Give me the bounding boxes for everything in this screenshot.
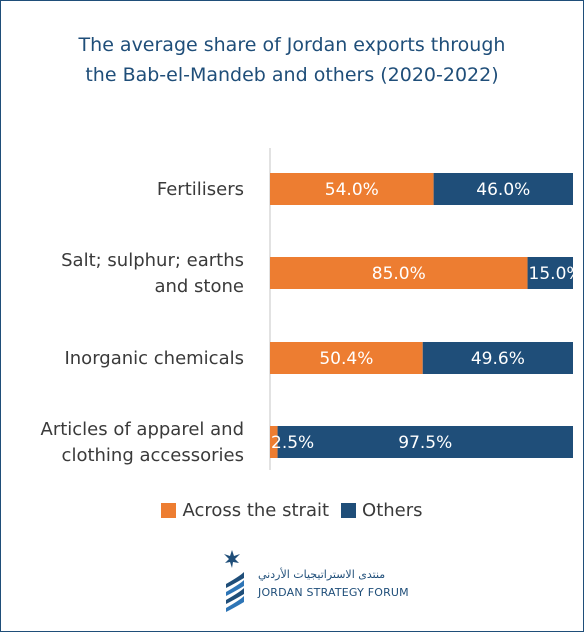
bar-segment	[277, 426, 573, 458]
bar-segment	[270, 173, 434, 205]
jordan-strategy-forum-logo-icon	[224, 550, 244, 612]
category-label: Articles of apparel and clothing accessor…	[41, 419, 245, 466]
bar-segment	[270, 257, 528, 289]
chart-title: The average share of Jordan exports thro…	[0, 30, 584, 90]
category-label: Fertilisers	[157, 179, 244, 200]
logo-english-text: JORDAN STRATEGY FORUM	[258, 586, 409, 599]
category-label: Inorganic chemicals	[64, 348, 244, 369]
bar-segment	[422, 342, 573, 374]
logo-arabic-text: منتدى الاستراتيجيات الأردني	[258, 568, 386, 581]
legend: Across the strait Others	[0, 500, 584, 521]
legend-swatch-strait	[161, 503, 177, 518]
logo: منتدى الاستراتيجيات الأردني JORDAN STRAT…	[222, 548, 422, 618]
data-label: 97.5%	[398, 433, 452, 453]
bar-segment	[270, 342, 423, 374]
data-label: 85.0%	[372, 264, 426, 284]
bar-segment	[527, 257, 573, 289]
bar-segment	[433, 173, 573, 205]
chart-title-line-2: the Bab-el-Mandeb and others (2020-2022)	[85, 64, 499, 86]
legend-label-strait: Across the strait	[182, 500, 330, 521]
data-label: 15.0%	[529, 264, 583, 284]
data-label: 50.4%	[319, 349, 373, 369]
legend-label-others: Others	[362, 500, 423, 521]
legend-swatch-others	[341, 503, 357, 518]
data-label: 46.0%	[476, 180, 530, 200]
data-label: 49.6%	[471, 349, 525, 369]
legend-item-strait: Across the strait	[161, 500, 329, 521]
data-label: 2.5%	[271, 433, 314, 453]
legend-item-others: Others	[341, 500, 423, 521]
bar-segment	[270, 426, 278, 458]
data-label: 54.0%	[325, 180, 379, 200]
category-label: Salt; sulphur; earths and stone	[61, 250, 244, 297]
chart-title-line-1: The average share of Jordan exports thro…	[78, 34, 506, 56]
